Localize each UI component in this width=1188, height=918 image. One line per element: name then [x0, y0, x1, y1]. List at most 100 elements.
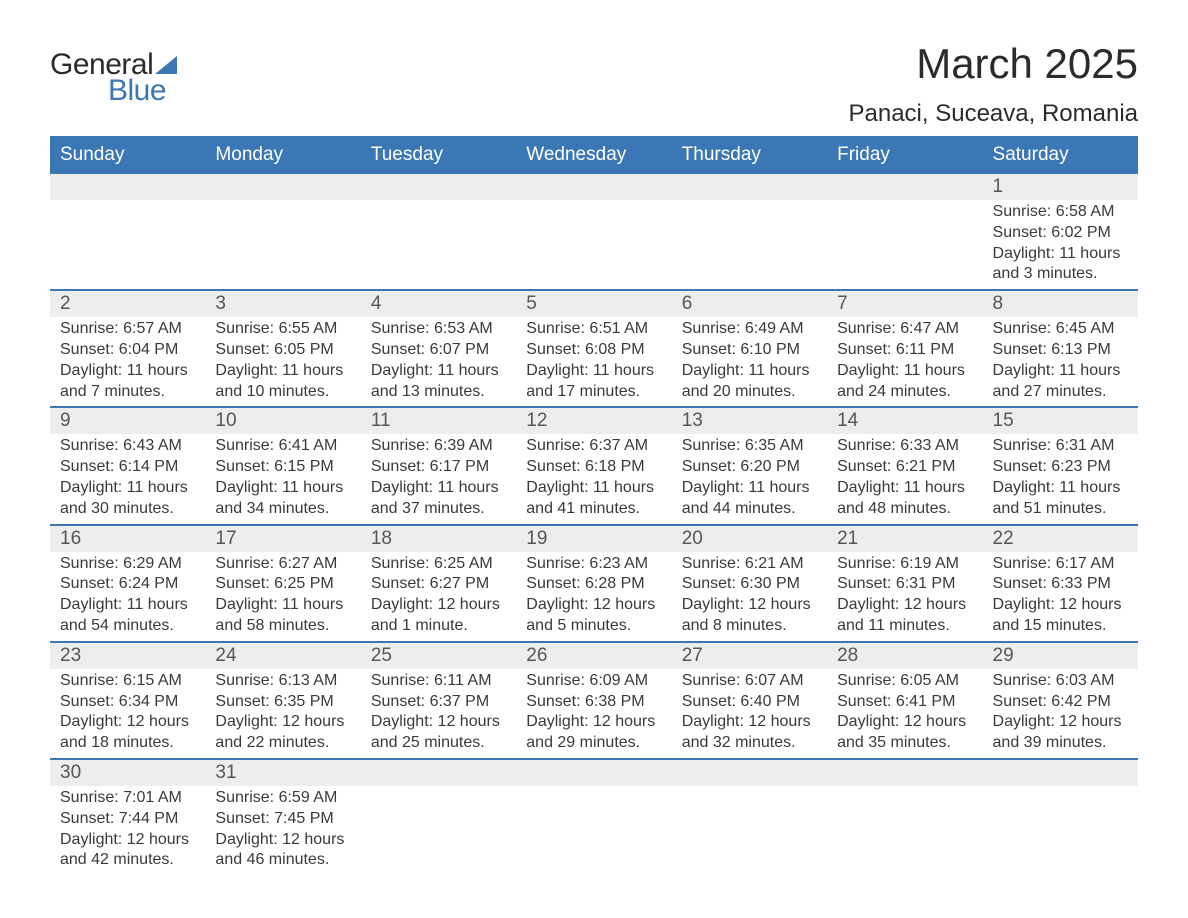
- sunrise-value: 6:37 AM: [589, 437, 648, 454]
- day-data-cell: Sunrise: 6:25 AMSunset: 6:27 PMDaylight:…: [361, 552, 516, 642]
- day-number-row: 3031: [50, 759, 1138, 786]
- sunset-label: Sunset:: [682, 575, 736, 592]
- daylight: Daylight: 11 hours and 27 minutes.: [993, 361, 1128, 403]
- sunset-value: 6:05 PM: [274, 341, 334, 358]
- sunrise: Sunrise: 6:21 AM: [682, 554, 817, 575]
- sunrise: Sunrise: 6:07 AM: [682, 671, 817, 692]
- daylight-label: Daylight:: [371, 362, 433, 379]
- weekday-header: Sunday: [50, 137, 205, 173]
- sunset: Sunset: 6:15 PM: [215, 457, 350, 478]
- day-data-cell: Sunrise: 6:17 AMSunset: 6:33 PMDaylight:…: [983, 552, 1138, 642]
- sunset: Sunset: 6:34 PM: [60, 692, 195, 713]
- sunset-label: Sunset:: [526, 693, 580, 710]
- daylight: Daylight: 11 hours and 37 minutes.: [371, 478, 506, 520]
- sunrise: Sunrise: 6:49 AM: [682, 319, 817, 340]
- sunset: Sunset: 6:24 PM: [60, 574, 195, 595]
- day-number-row: 23242526272829: [50, 642, 1138, 669]
- day-data-cell: Sunrise: 6:29 AMSunset: 6:24 PMDaylight:…: [50, 552, 205, 642]
- sunset-value: 6:30 PM: [740, 575, 800, 592]
- day-data-row: Sunrise: 7:01 AMSunset: 7:44 PMDaylight:…: [50, 786, 1138, 875]
- sunrise-value: 7:01 AM: [123, 789, 182, 806]
- day-number-row: 16171819202122: [50, 525, 1138, 552]
- sunrise-value: 6:25 AM: [434, 555, 493, 572]
- day-data-cell: Sunrise: 6:55 AMSunset: 6:05 PMDaylight:…: [205, 317, 360, 407]
- sunset-label: Sunset:: [526, 575, 580, 592]
- daylight-label: Daylight:: [60, 596, 122, 613]
- daylight-label: Daylight:: [837, 362, 899, 379]
- daylight: Daylight: 12 hours and 29 minutes.: [526, 712, 661, 754]
- sunrise: Sunrise: 6:25 AM: [371, 554, 506, 575]
- day-number-cell: [827, 759, 982, 786]
- day-number-cell: 6: [672, 290, 827, 317]
- sunset-label: Sunset:: [371, 341, 425, 358]
- sunset-value: 6:28 PM: [585, 575, 645, 592]
- sunset-value: 6:02 PM: [1051, 224, 1111, 241]
- daylight: Daylight: 11 hours and 58 minutes.: [215, 595, 350, 637]
- sunrise-label: Sunrise:: [526, 672, 585, 689]
- sunset: Sunset: 6:31 PM: [837, 574, 972, 595]
- day-number-cell: [516, 173, 671, 200]
- calendar-table: Sunday Monday Tuesday Wednesday Thursday…: [50, 136, 1138, 875]
- sunrise-label: Sunrise:: [682, 437, 741, 454]
- logo: General Blue: [50, 48, 177, 108]
- sunrise-value: 6:53 AM: [434, 320, 493, 337]
- day-number-cell: 28: [827, 642, 982, 669]
- day-data-cell: Sunrise: 6:41 AMSunset: 6:15 PMDaylight:…: [205, 434, 360, 524]
- sunset-value: 6:34 PM: [119, 693, 179, 710]
- day-number-cell: 25: [361, 642, 516, 669]
- day-data-row: Sunrise: 6:43 AM Sunset: 6:14 PM Daylight:…: [50, 434, 1138, 524]
- day-data-cell: Sunrise: 6:03 AMSunset: 6:42 PMDaylight:…: [983, 669, 1138, 759]
- sunrise: Sunrise: 6:57 AM: [60, 319, 195, 340]
- sunset-value: 6:10 PM: [740, 341, 800, 358]
- day-number-cell: 5: [516, 290, 671, 317]
- daylight: Daylight: 11 hours and 34 minutes.: [215, 478, 350, 520]
- sunrise-value: 6:51 AM: [589, 320, 648, 337]
- sunset-value: 6:17 PM: [430, 458, 490, 475]
- day-number-cell: 19: [516, 525, 671, 552]
- day-number-cell: 2: [50, 290, 205, 317]
- day-number-cell: 3: [205, 290, 360, 317]
- sunrise: Sunrise: 6:13 AM: [215, 671, 350, 692]
- day-data-cell: Sunrise: 6:37 AMSunset: 6:18 PMDaylight:…: [516, 434, 671, 524]
- sunset-label: Sunset:: [371, 575, 425, 592]
- day-data-cell: Sunrise: 6:09 AMSunset: 6:38 PMDaylight:…: [516, 669, 671, 759]
- day-number-cell: 26: [516, 642, 671, 669]
- daylight-label: Daylight:: [682, 362, 744, 379]
- sunset: Sunset: 6:17 PM: [371, 457, 506, 478]
- day-number-cell: 21: [827, 525, 982, 552]
- sunset-value: 6:27 PM: [430, 575, 490, 592]
- day-data-cell: [983, 786, 1138, 875]
- sunset-label: Sunset:: [837, 341, 891, 358]
- sunset-value: 6:04 PM: [119, 341, 179, 358]
- sunrise: Sunrise: 6:55 AM: [215, 319, 350, 340]
- sunset: Sunset: 6:02 PM: [993, 223, 1128, 244]
- day-data-cell: Sunrise: 6:33 AMSunset: 6:21 PMDaylight:…: [827, 434, 982, 524]
- sunset: Sunset: 6:04 PM: [60, 340, 195, 361]
- daylight: Daylight: 11 hours and 51 minutes.: [993, 478, 1128, 520]
- sunset-label: Sunset:: [682, 458, 736, 475]
- day-data-cell: [50, 200, 205, 290]
- weekday-header: Tuesday: [361, 137, 516, 173]
- day-data-row: Sunrise: 6:57 AMSunset: 6:04 PMDaylight:…: [50, 317, 1138, 407]
- day-data-cell: Sunrise: 6:07 AMSunset: 6:40 PMDaylight:…: [672, 669, 827, 759]
- daylight: Daylight: 12 hours and 22 minutes.: [215, 712, 350, 754]
- sunset-label: Sunset:: [993, 575, 1047, 592]
- day-data-cell: Sunrise: 6:49 AMSunset: 6:10 PM Daylight:…: [672, 317, 827, 407]
- sunrise: Sunrise: 6:33 AM: [837, 436, 972, 457]
- sunset-label: Sunset:: [682, 341, 736, 358]
- sunset: Sunset: 6:23 PM: [993, 457, 1128, 478]
- day-data-cell: [361, 786, 516, 875]
- daylight-label: Daylight:: [60, 479, 122, 496]
- sunset: Sunset: 6:11 PM: [837, 340, 972, 361]
- sunset-label: Sunset:: [60, 810, 114, 827]
- sunrise: Sunrise: 6:43 AM: [60, 436, 195, 457]
- sunset-value: 6:14 PM: [119, 458, 179, 475]
- day-number-cell: 17: [205, 525, 360, 552]
- daylight-label: Daylight:: [682, 713, 744, 730]
- sunset-label: Sunset:: [837, 693, 891, 710]
- daylight-label: Daylight:: [526, 479, 588, 496]
- sunrise: Sunrise: 6:29 AM: [60, 554, 195, 575]
- daylight: Daylight: 11 hours and 41 minutes.: [526, 478, 661, 520]
- day-number-cell: [672, 759, 827, 786]
- daylight: Daylight: 12 hours and 32 minutes.: [682, 712, 817, 754]
